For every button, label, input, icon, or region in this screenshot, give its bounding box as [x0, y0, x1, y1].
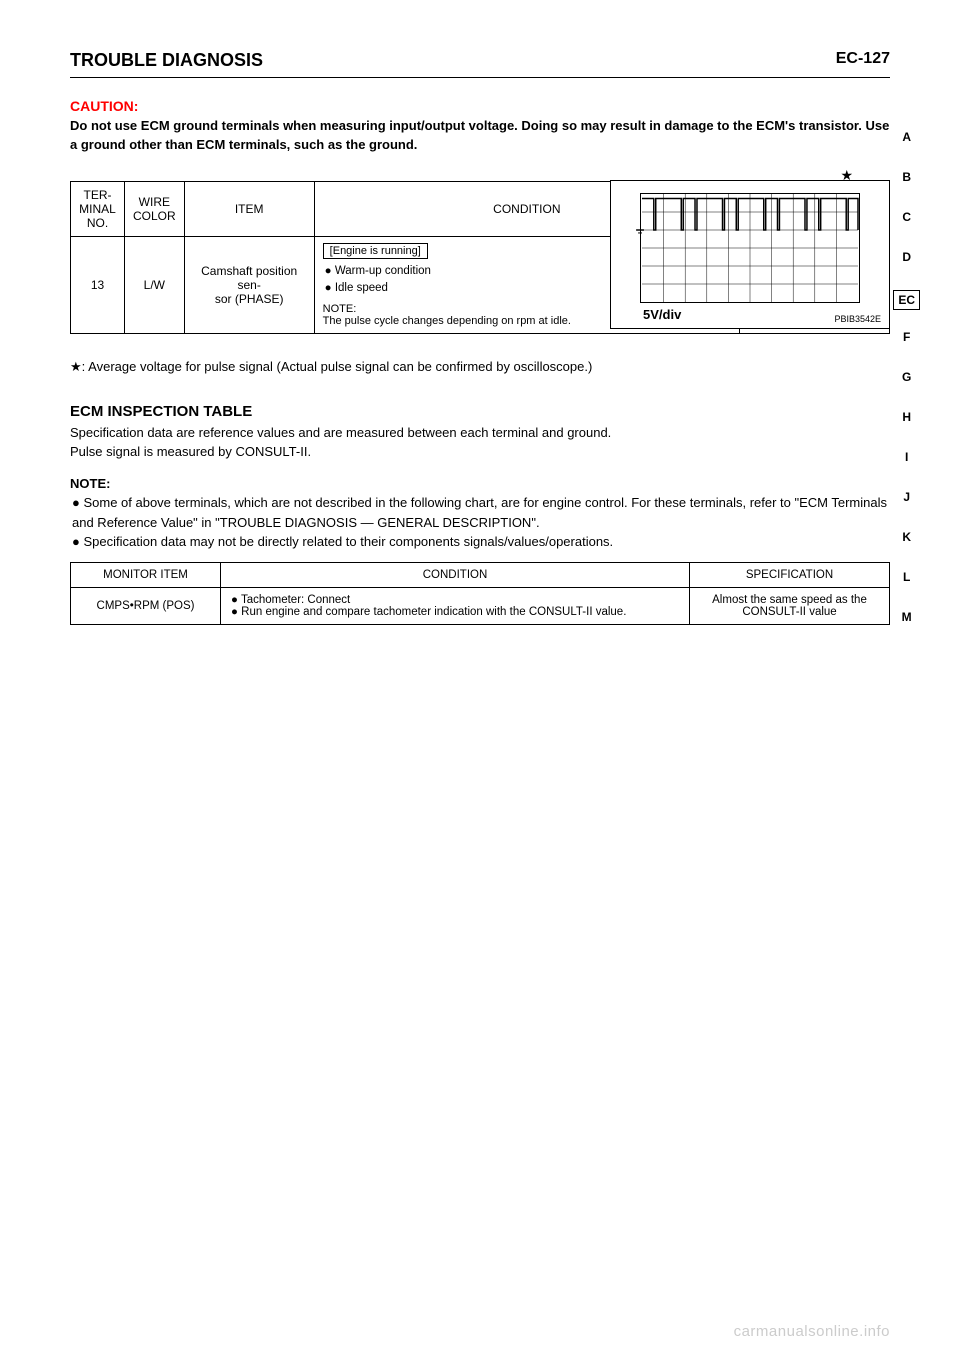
ecm-th-monitor: MONITOR ITEM — [71, 562, 221, 587]
th-terminal: TER- MINAL NO. — [71, 181, 125, 236]
page-code: EC-127 — [836, 50, 890, 68]
condition-note: The pulse cycle changes depending on rpm… — [323, 315, 571, 327]
ecm-th-condition: CONDITION — [221, 562, 690, 587]
side-tab-L[interactable]: L — [893, 570, 920, 610]
th-condition: CONDITION — [314, 181, 739, 236]
condition-heading: [Engine is running] — [323, 243, 428, 259]
ecm-cell-condition: ● Tachometer: Connect ● Run engine and c… — [221, 587, 690, 624]
caution-block: CAUTION: Do not use ECM ground terminals… — [70, 96, 890, 155]
inspection-spec: Specification data are reference values … — [70, 424, 890, 443]
cell-wire: L/W — [125, 236, 185, 334]
inspection-pulse-note: Pulse signal is measured by CONSULT-II. — [70, 443, 890, 462]
cell-data: 1.0 - 4.0V★ — [740, 236, 890, 334]
watermark: carmanualsonline.info — [734, 1323, 890, 1340]
note-label: NOTE: — [70, 476, 110, 491]
inspection-note-block: NOTE: ● Some of above terminals, which a… — [70, 474, 890, 552]
section-header: TROUBLE DIAGNOSIS — [70, 50, 890, 71]
ecm-table: MONITOR ITEM CONDITION SPECIFICATION CMP… — [70, 562, 890, 625]
ecm-cell-spec: Almost the same speed as the CONSULT-II … — [690, 587, 890, 624]
side-tab-G[interactable]: G — [893, 370, 920, 410]
side-tab-C[interactable]: C — [893, 210, 920, 250]
condition-item-0: ● Warm-up condition — [325, 263, 731, 280]
caution-label: CAUTION: — [70, 98, 138, 114]
side-tab-K[interactable]: K — [893, 530, 920, 570]
side-tab-I[interactable]: I — [893, 450, 920, 490]
side-tab-D[interactable]: D — [893, 250, 920, 290]
side-tabs: ABCDEC FGHIJKLM — [893, 130, 920, 650]
star-footnote: ★: Average voltage for pulse signal (Act… — [70, 359, 890, 375]
side-tab-M[interactable]: M — [893, 610, 920, 650]
cell-item: Camshaft position sen- sor (PHASE) — [184, 236, 314, 334]
side-tab-J[interactable]: J — [893, 490, 920, 530]
table-row: 13 L/W Camshaft position sen- sor (PHASE… — [71, 236, 890, 334]
inspection-heading: ECM INSPECTION TABLE — [70, 403, 890, 420]
cell-terminal: 13 — [71, 236, 125, 334]
th-item: ITEM — [184, 181, 314, 236]
ecm-th-spec: SPECIFICATION — [690, 562, 890, 587]
condition-item-1: ● Idle speed — [325, 280, 731, 297]
terminal-table: TER- MINAL NO. WIRE COLOR ITEM CONDITION… — [70, 181, 890, 335]
side-tab-F[interactable]: F — [893, 330, 920, 370]
th-wire: WIRE COLOR — [125, 181, 185, 236]
side-tab-B[interactable]: B — [893, 170, 920, 210]
side-tab-EC[interactable]: EC — [893, 290, 920, 310]
note-item-1: ● Specification data may not be directly… — [72, 532, 890, 552]
th-data: DATA (DC Voltage and Pulse Signal) — [740, 181, 890, 236]
note-item-0: ● Some of above terminals, which are not… — [72, 493, 890, 532]
ecm-cell-monitor: CMPS•RPM (POS) — [71, 587, 221, 624]
header-divider — [70, 77, 890, 78]
side-tab-A[interactable]: A — [893, 130, 920, 170]
side-tab-H[interactable]: H — [893, 410, 920, 450]
caution-text: Do not use ECM ground terminals when mea… — [70, 118, 889, 152]
ecm-table-row: CMPS•RPM (POS) ● Tachometer: Connect ● R… — [71, 587, 890, 624]
cell-condition: [Engine is running] ● Warm-up condition … — [314, 236, 739, 334]
